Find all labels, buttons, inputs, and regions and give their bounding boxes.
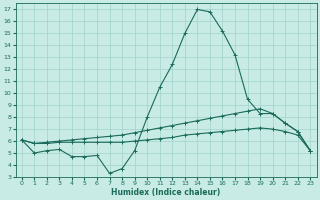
X-axis label: Humidex (Indice chaleur): Humidex (Indice chaleur) <box>111 188 221 197</box>
